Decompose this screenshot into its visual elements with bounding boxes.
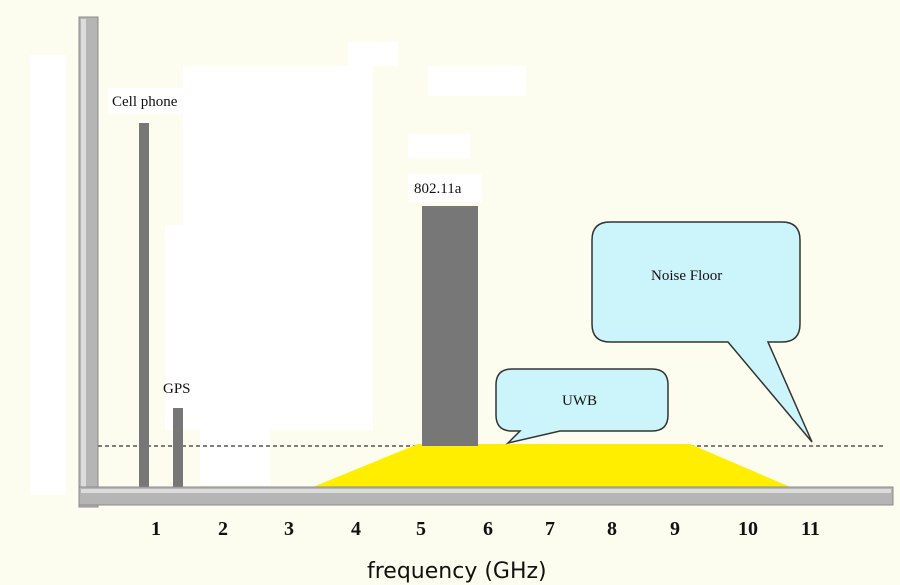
x-tick-label: 1 <box>151 518 161 540</box>
x-tick-label: 9 <box>670 518 680 540</box>
blank-patch <box>428 66 526 96</box>
x-tick-label: 8 <box>607 518 617 540</box>
x-axis-title: frequency (GHz) <box>367 559 547 584</box>
gps-bar <box>173 408 183 487</box>
x-tick-label: 3 <box>284 518 294 540</box>
noise-floor-label: Noise Floor <box>651 268 722 284</box>
blank-patch <box>30 55 66 495</box>
x-tick-label: 7 <box>545 518 555 540</box>
noise-floor-callout <box>591 221 813 443</box>
uwb-spectrum <box>308 444 795 489</box>
blank-patch <box>165 225 373 430</box>
label-bg <box>408 174 482 202</box>
wifi-802-11a-label: 802.11a <box>414 181 462 197</box>
cell-phone-bar <box>139 123 149 487</box>
label-bg <box>108 88 188 114</box>
x-tick-label: 11 <box>801 518 820 540</box>
x-tick-label: 2 <box>218 518 228 540</box>
y-axis-highlight <box>81 19 86 505</box>
blank-patch <box>183 66 373 226</box>
x-tick-label: 10 <box>738 518 758 540</box>
x-tick-label: 4 <box>351 518 361 540</box>
blank-patch <box>348 42 398 66</box>
x-tick-label: 6 <box>483 518 493 540</box>
x-axis-highlight <box>81 489 891 493</box>
blank-patch <box>408 134 470 158</box>
uwb-callout <box>495 368 669 445</box>
cell-phone-label: Cell phone <box>112 94 178 110</box>
x-tick-label: 5 <box>416 518 426 540</box>
wifi-802-11a-bar <box>422 206 478 446</box>
blank-patch <box>200 425 270 485</box>
gps-label: GPS <box>163 381 191 397</box>
uwb-label: UWB <box>562 393 597 409</box>
